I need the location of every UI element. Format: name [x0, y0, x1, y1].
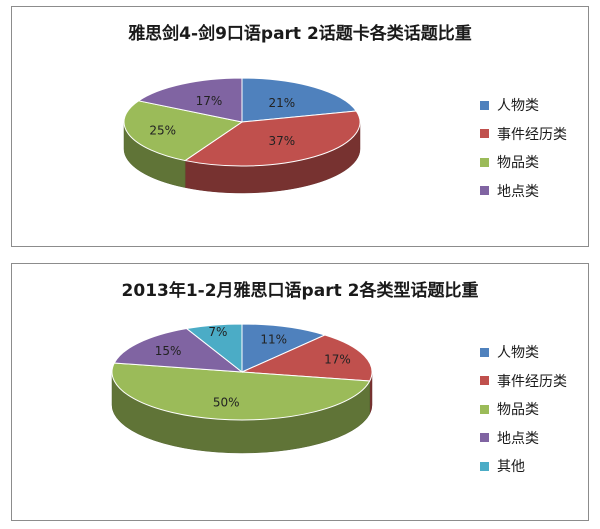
- pie-slice-物品类: [111, 362, 371, 421]
- slice-label: 7%: [208, 325, 227, 339]
- legend-swatch: [480, 376, 489, 386]
- legend-label: 人物类: [497, 98, 539, 115]
- legend-item: 物品类: [480, 395, 567, 424]
- slice-label: 17%: [324, 352, 351, 366]
- legend-swatch: [480, 129, 489, 139]
- legend-swatch: [480, 157, 489, 167]
- legend-item: 事件经历类: [480, 367, 567, 396]
- legend-label: 物品类: [497, 402, 539, 419]
- legend-item: 地点类: [480, 177, 567, 206]
- pie-slice-地点类: [137, 77, 243, 123]
- chart-panel-2: 2013年1-2月雅思口语part 2各类型话题比重 11% 17% 50% 15% 7…: [11, 263, 589, 521]
- pie-slice-事件经历类: [183, 110, 361, 167]
- slice-label: 15%: [155, 344, 182, 358]
- legend-item: 人物类: [480, 91, 567, 120]
- slice-label: 50%: [213, 396, 240, 410]
- legend-item: 事件经历类: [480, 120, 567, 149]
- slice-label: 37%: [268, 134, 295, 148]
- legend-label: 物品类: [497, 155, 539, 172]
- chart-panel-1: 雅思剑4-剑9口语part 2话题卡各类话题比重 21% 37% 25% 17% 人物…: [11, 6, 589, 247]
- legend-item: 地点类: [480, 424, 567, 453]
- legend-label: 事件经历类: [497, 373, 567, 390]
- chart-title-1: 雅思剑4-剑9口语part 2话题卡各类话题比重: [128, 24, 472, 44]
- chart-title-2: 2013年1-2月雅思口语part 2各类型话题比重: [121, 281, 479, 301]
- legend-1: 人物类 事件经历类 物品类 地点类: [480, 91, 567, 205]
- legend-swatch: [480, 100, 489, 110]
- legend-label: 其他: [497, 459, 525, 476]
- legend-swatch: [480, 404, 489, 414]
- legend-2: 人物类 事件经历类 物品类 地点类 其他: [480, 338, 567, 481]
- legend-swatch: [480, 433, 489, 443]
- slice-label: 17%: [196, 94, 223, 108]
- pie-slice-人物类: [241, 323, 327, 373]
- pie-slice-物品类: [123, 100, 244, 162]
- legend-swatch: [480, 186, 489, 196]
- legend-swatch: [480, 347, 489, 357]
- pie-slice-事件经历类: [241, 334, 373, 382]
- legend-label: 事件经历类: [497, 126, 567, 143]
- legend-swatch: [480, 461, 489, 471]
- legend-label: 人物类: [497, 345, 539, 362]
- legend-item: 人物类: [480, 338, 567, 367]
- slice-label: 25%: [149, 124, 176, 138]
- pie-chart-1: 21% 37% 25% 17%: [123, 77, 361, 194]
- slice-label: 11%: [260, 332, 287, 346]
- legend-item: 物品类: [480, 148, 567, 177]
- pie-slice-地点类: [113, 328, 244, 373]
- legend-label: 地点类: [497, 183, 539, 200]
- pie-slice-其他: [185, 323, 243, 374]
- pie-chart-2: 11% 17% 50% 15% 7%: [111, 323, 373, 454]
- legend-label: 地点类: [497, 430, 539, 447]
- pie-slice-人物类: [241, 77, 358, 123]
- legend-item: 其他: [480, 452, 567, 481]
- slice-label: 21%: [268, 96, 295, 110]
